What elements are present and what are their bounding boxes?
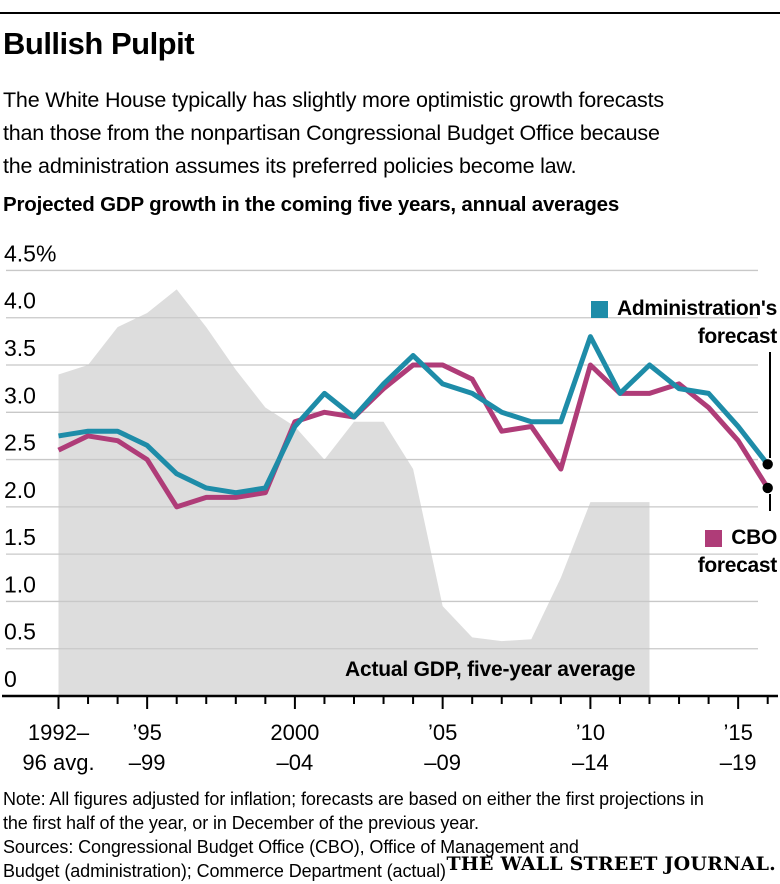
cbo-legend-label-line2: forecast — [697, 554, 778, 577]
wsj-logo: THE WALL STREET JOURNAL. — [446, 853, 776, 875]
x-axis-label: –04 — [277, 750, 314, 775]
x-axis-label: ’05 — [428, 720, 457, 745]
footer-notes: Note: All figures adjusted for inflation… — [3, 787, 704, 883]
cbo-endpoint-dot — [762, 482, 773, 494]
x-axis-label: ’10 — [576, 720, 605, 745]
x-axis-label: ’15 — [723, 720, 752, 745]
chart-title: Projected GDP growth in the coming five … — [3, 193, 620, 216]
admin-legend-label-line1: Administration's — [616, 297, 777, 320]
description-line: the administration assumes its preferred… — [3, 154, 577, 178]
y-axis-label: 0.5 — [4, 619, 36, 645]
y-axis-label: 2.0 — [4, 477, 36, 503]
legend-cbo: CBO forecast — [697, 524, 778, 580]
source-line: Budget (administration); Commerce Depart… — [3, 861, 446, 881]
description-line: The White House typically has slightly m… — [3, 88, 664, 112]
cbo-legend-swatch — [705, 529, 723, 547]
top-rule — [0, 12, 780, 14]
x-axis-label: –19 — [720, 750, 757, 775]
chart-area: 4.5% 4.0 3.5 3.0 2.5 2.0 1.5 1.0 0.5 0 1992– 96 avg… — [0, 230, 780, 782]
admin-legend-label-line2: forecast — [697, 325, 778, 348]
note-line: Note: All figures adjusted for inflation… — [3, 789, 704, 809]
y-axis-label: 4.5% — [4, 240, 56, 266]
y-axis-label: 4.0 — [4, 288, 36, 314]
source-line: Sources: Congressional Budget Office (CB… — [3, 837, 579, 857]
actual-gdp-area — [58, 289, 650, 696]
legend-administration: Administration's forecast — [590, 295, 778, 351]
gdp-forecast-chart: 4.5% 4.0 3.5 3.0 2.5 2.0 1.5 1.0 0.5 0 1992– 96 avg… — [2, 240, 778, 775]
admin-endpoint-dot — [762, 459, 773, 470]
y-axis-label: 3.5 — [4, 335, 36, 361]
admin-forecast-line — [58, 334, 770, 496]
x-axis-label: 1992– — [28, 720, 90, 745]
y-axis-label: 3.0 — [4, 382, 36, 408]
actual-gdp-area-label: Actual GDP, five-year average — [345, 658, 636, 681]
x-axis-label: 96 avg. — [22, 750, 94, 775]
admin-legend-swatch — [590, 300, 608, 318]
note-line: the first half of the year, or in Decemb… — [3, 813, 479, 833]
page-title: Bullish Pulpit — [3, 26, 195, 61]
x-axis-label: –09 — [424, 750, 461, 775]
cbo-forecast-line — [57, 362, 770, 510]
x-axis-label: ’95 — [132, 720, 161, 745]
y-axis-label: 1.0 — [4, 571, 36, 597]
x-axis-label: –14 — [572, 750, 609, 775]
y-axis-label: 0 — [4, 666, 17, 692]
y-axis-label: 1.5 — [4, 524, 36, 550]
cbo-legend-label-line1: CBO — [731, 526, 777, 549]
x-axis-label: 2000 — [270, 720, 319, 745]
description-line: than those from the nonpartisan Congress… — [3, 121, 660, 145]
x-axis-label: –99 — [129, 750, 166, 775]
y-axis-label: 2.5 — [4, 430, 36, 456]
chart-description: The White House typically has slightly m… — [3, 84, 664, 183]
